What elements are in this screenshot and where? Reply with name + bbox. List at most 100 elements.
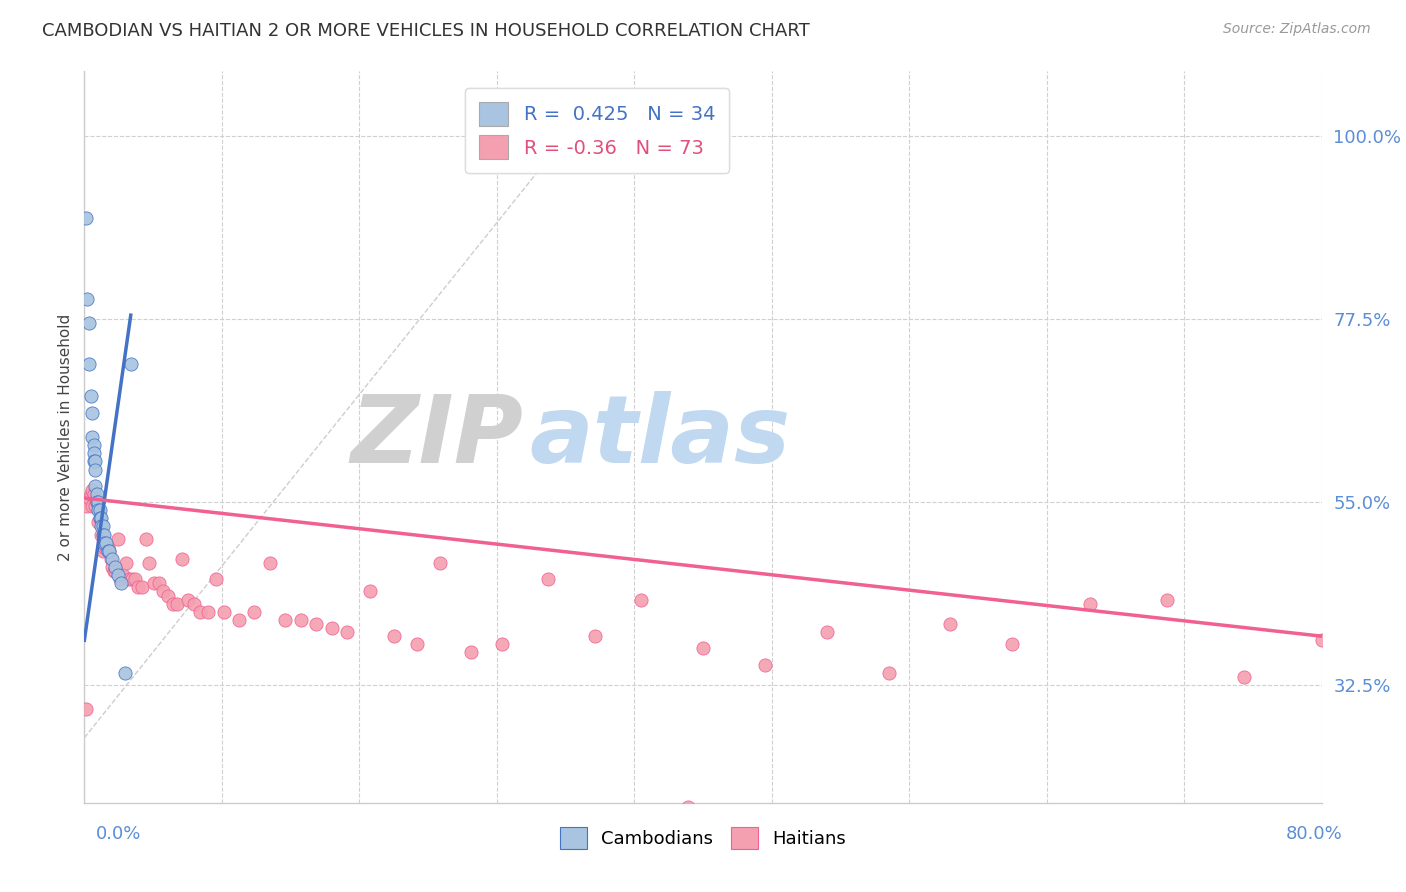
Point xyxy=(205,572,228,586)
Point xyxy=(90,519,112,533)
Point xyxy=(87,495,110,509)
Point xyxy=(143,576,166,591)
Point xyxy=(156,589,179,603)
Point xyxy=(259,556,281,570)
Point xyxy=(120,357,142,371)
Point xyxy=(89,511,111,525)
Point xyxy=(138,556,160,570)
Point xyxy=(305,617,328,632)
Point xyxy=(83,438,105,452)
Point xyxy=(79,389,101,403)
Text: CAMBODIAN VS HAITIAN 2 OR MORE VEHICLES IN HOUSEHOLD CORRELATION CHART: CAMBODIAN VS HAITIAN 2 OR MORE VEHICLES … xyxy=(42,22,810,40)
Point xyxy=(104,560,127,574)
Point xyxy=(96,540,118,554)
Text: 80.0%: 80.0% xyxy=(1286,825,1343,843)
Point xyxy=(197,605,219,619)
Text: ZIP: ZIP xyxy=(350,391,523,483)
Point xyxy=(1001,637,1024,651)
Point xyxy=(89,511,111,525)
Point xyxy=(76,499,98,513)
Point xyxy=(135,532,157,546)
Point xyxy=(93,527,115,541)
Point xyxy=(107,532,129,546)
Point xyxy=(96,544,118,558)
Point xyxy=(91,519,114,533)
Point xyxy=(754,657,776,672)
Point xyxy=(100,552,122,566)
Point xyxy=(336,625,359,640)
Point xyxy=(274,613,297,627)
Point xyxy=(382,629,405,643)
Point xyxy=(101,560,124,574)
Point xyxy=(82,406,104,420)
Point xyxy=(405,637,427,651)
Point xyxy=(93,535,115,549)
Point xyxy=(75,702,97,716)
Point xyxy=(188,605,211,619)
Point xyxy=(104,564,127,578)
Point xyxy=(939,617,962,632)
Point xyxy=(91,544,114,558)
Point xyxy=(243,605,266,619)
Point xyxy=(79,487,101,501)
Point xyxy=(87,516,110,530)
Point xyxy=(121,572,143,586)
Point xyxy=(118,572,141,586)
Point xyxy=(1310,633,1333,648)
Point xyxy=(83,487,105,501)
Point xyxy=(84,454,107,468)
Point xyxy=(82,483,104,497)
Point xyxy=(166,597,188,611)
Point xyxy=(84,462,107,476)
Point xyxy=(77,357,100,371)
Point xyxy=(103,564,125,578)
Point xyxy=(152,584,174,599)
Point xyxy=(212,605,235,619)
Point xyxy=(127,581,149,595)
Point xyxy=(94,535,117,549)
Text: 0.0%: 0.0% xyxy=(96,825,141,843)
Point xyxy=(75,211,97,225)
Point xyxy=(82,499,104,513)
Point xyxy=(676,800,699,814)
Point xyxy=(90,511,112,525)
Point xyxy=(183,597,205,611)
Point xyxy=(131,581,153,595)
Point xyxy=(90,527,112,541)
Point xyxy=(877,665,900,680)
Point xyxy=(93,540,115,554)
Point xyxy=(1078,597,1101,611)
Point xyxy=(108,572,131,586)
Point xyxy=(491,637,513,651)
Point xyxy=(124,572,146,586)
Point xyxy=(112,568,135,582)
Point xyxy=(460,645,482,659)
Point xyxy=(86,495,108,509)
Point xyxy=(83,446,105,460)
Point xyxy=(77,316,100,330)
Point xyxy=(89,503,111,517)
Point xyxy=(84,479,107,493)
Point xyxy=(86,487,108,501)
Point xyxy=(360,584,382,599)
Point xyxy=(815,625,838,640)
Point xyxy=(86,495,108,509)
Point xyxy=(84,499,107,513)
Point xyxy=(1233,670,1256,684)
Point xyxy=(321,621,343,635)
Point xyxy=(290,613,312,627)
Point xyxy=(429,556,451,570)
Text: atlas: atlas xyxy=(530,391,792,483)
Point xyxy=(115,556,138,570)
Point xyxy=(76,292,98,306)
Point xyxy=(91,527,114,541)
Point xyxy=(101,552,124,566)
Point xyxy=(583,629,606,643)
Point xyxy=(77,491,100,505)
Point xyxy=(1156,592,1178,607)
Point xyxy=(94,540,117,554)
Y-axis label: 2 or more Vehicles in Household: 2 or more Vehicles in Household xyxy=(58,313,73,561)
Legend: R =  0.425   N = 34, R = -0.36   N = 73: R = 0.425 N = 34, R = -0.36 N = 73 xyxy=(465,88,728,173)
Point xyxy=(98,544,121,558)
Point xyxy=(148,576,170,591)
